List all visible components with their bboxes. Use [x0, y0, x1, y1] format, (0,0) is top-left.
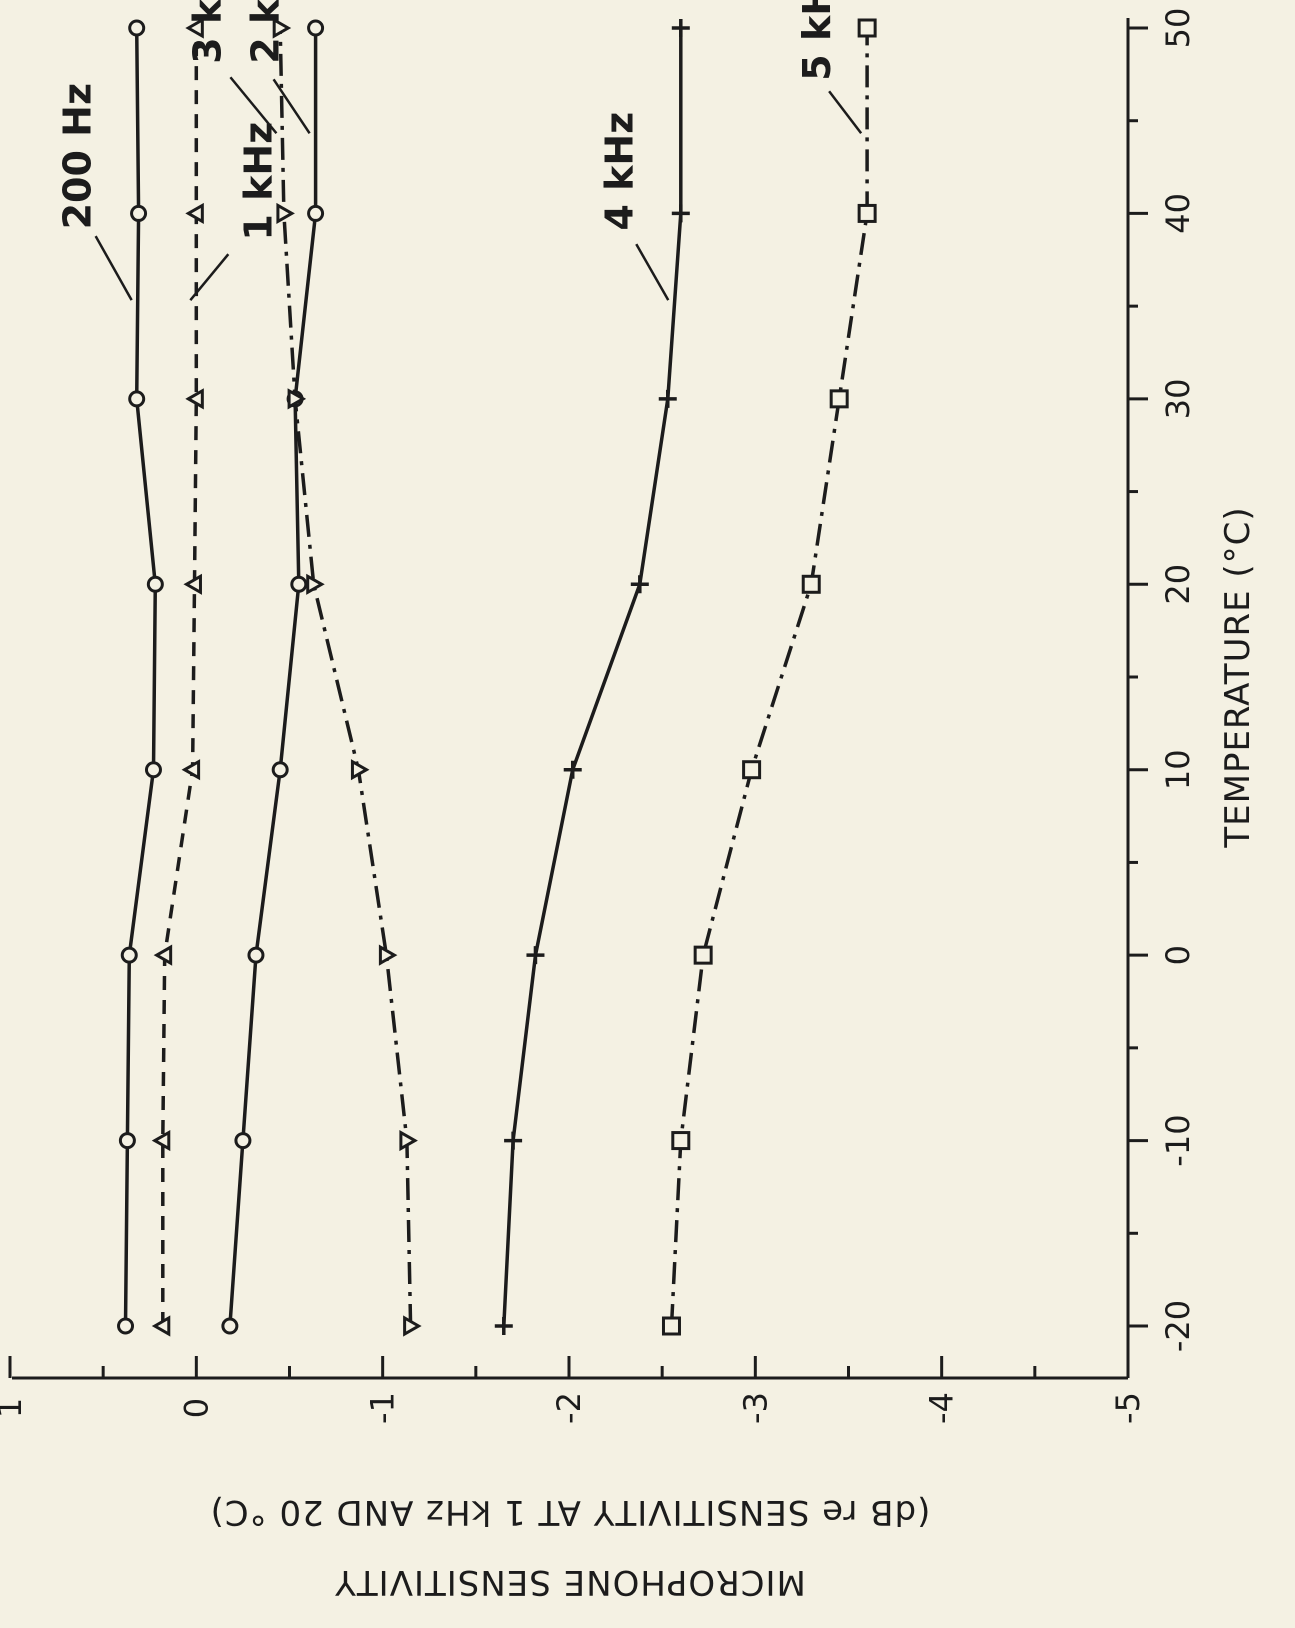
data-point-plus: [563, 760, 582, 779]
series-4-khz: [494, 19, 690, 1335]
data-point-triangle: [287, 388, 307, 410]
data-point-triangle: [272, 17, 292, 39]
data-point-triangle: [185, 17, 204, 39]
label-leader-line: [94, 235, 133, 301]
x-tick-label: 20: [1159, 564, 1197, 605]
x-tick-label: 0: [1159, 945, 1197, 965]
series-label: 1 kHz: [236, 122, 280, 241]
data-point-circle: [118, 1132, 136, 1150]
y-axis-title-line1: MICROPHONE SENSITIVITY: [334, 1562, 806, 1602]
series-label: 5 kHz: [795, 0, 839, 81]
data-point-square: [857, 203, 877, 223]
label-leader-line: [229, 76, 278, 135]
data-point-circle: [144, 761, 162, 779]
data-point-triangle: [181, 759, 201, 781]
x-tick-label: 30: [1159, 378, 1197, 419]
data-point-triangle: [183, 573, 202, 595]
series-line: [669, 28, 869, 1327]
data-point-triangle: [153, 944, 173, 966]
label-leader-line: [189, 253, 230, 301]
series-1-khz: [151, 17, 204, 1337]
data-point-plus: [671, 204, 690, 223]
data-point-circle: [130, 204, 148, 222]
y-tick-label: -1: [364, 1392, 402, 1424]
y-tick-label: -4: [923, 1392, 961, 1424]
data-point-triangle: [306, 573, 325, 595]
data-point-square: [857, 18, 877, 38]
x-tick-label: 50: [1159, 8, 1197, 49]
series-line: [502, 28, 683, 1327]
data-point-circle: [307, 19, 325, 37]
data-point-circle: [120, 946, 138, 964]
data-point-circle: [290, 575, 308, 593]
data-point-triangle: [378, 944, 398, 966]
data-point-square: [693, 945, 713, 965]
data-point-plus: [526, 946, 545, 965]
data-point-circle: [307, 204, 325, 222]
label-leader-line: [635, 243, 670, 301]
data-point-triangle: [185, 202, 204, 225]
data-point-triangle: [350, 759, 370, 781]
data-point-circle: [221, 1317, 239, 1335]
data-point-circle: [146, 575, 164, 593]
label-leader-line: [828, 90, 863, 135]
data-point-triangle: [399, 1129, 418, 1152]
data-point-triangle: [151, 1315, 171, 1337]
data-point-plus: [494, 1317, 513, 1335]
y-tick-label: -5: [1109, 1392, 1147, 1424]
data-point-circle: [247, 946, 265, 964]
y-axis-title-line2: (dB re SENSITIVITY AT 1 kHz AND 20 °C): [210, 1492, 931, 1532]
data-point-plus: [658, 389, 677, 408]
label-leader-line: [272, 78, 311, 134]
x-tick-label: -10: [1159, 1114, 1197, 1166]
series-label: 3 kHz: [185, 0, 229, 64]
series-label: 4 kHz: [597, 112, 641, 231]
data-point-triangle: [276, 202, 295, 225]
series-line: [278, 27, 413, 1327]
x-tick-label: 40: [1159, 193, 1197, 234]
data-point-plus: [671, 19, 690, 37]
y-tick-label: 1: [0, 1398, 29, 1418]
plot-area: -20-100102030405010-1-2-3-4-5TEMPERATURE…: [0, 0, 1258, 1602]
series-3-khz: [272, 17, 422, 1337]
series-5-khz: [661, 18, 877, 1336]
data-point-plus: [504, 1131, 523, 1150]
series-line: [161, 28, 199, 1326]
series-line: [228, 28, 318, 1327]
data-point-square: [801, 574, 821, 594]
data-point-circle: [271, 761, 289, 779]
y-tick-label: -2: [550, 1392, 588, 1424]
data-point-square: [742, 760, 762, 780]
data-point-circle: [117, 1317, 135, 1335]
series-200-hz: [117, 19, 164, 1335]
y-tick-label: 0: [177, 1398, 215, 1418]
data-point-circle: [128, 390, 146, 408]
data-point-square: [671, 1131, 691, 1151]
x-tick-label: -20: [1159, 1300, 1197, 1352]
series-label: 2 kHz: [244, 0, 288, 64]
x-axis-title: TEMPERATURE (°C): [1218, 506, 1258, 848]
series-line: [123, 27, 158, 1327]
data-point-triangle: [185, 388, 204, 410]
data-point-square: [661, 1316, 681, 1336]
data-point-triangle: [151, 1129, 171, 1152]
data-point-circle: [128, 19, 146, 37]
data-point-triangle: [403, 1315, 422, 1337]
x-tick-label: 10: [1159, 749, 1197, 790]
y-tick-label: -3: [736, 1392, 774, 1424]
data-point-square: [829, 389, 849, 409]
data-point-circle: [234, 1132, 252, 1150]
data-point-plus: [630, 575, 649, 594]
series-label: 200 Hz: [56, 83, 100, 229]
